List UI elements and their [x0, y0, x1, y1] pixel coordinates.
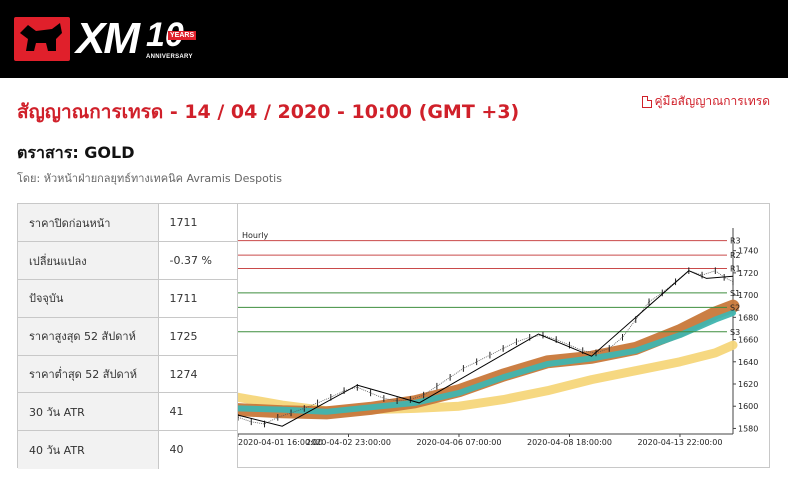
pdf-icon: [641, 95, 652, 108]
x-tick-label: 2020-04-13 22:00:00: [637, 438, 722, 447]
top-bar: XM 10 YEARS ANNIVERSARY: [0, 0, 788, 78]
stat-label: ราคาปิดก่อนหน้า: [18, 204, 159, 243]
level-label-s3: S3: [730, 328, 740, 337]
y-tick-label: 1600: [738, 402, 758, 411]
x-tick-label: 2020-04-06 07:00:00: [416, 438, 501, 447]
trading-signals-guide-link[interactable]: คู่มือสัญญาณการเทรด: [641, 92, 771, 111]
price-line: [238, 270, 734, 425]
stat-value: -0.37 %: [158, 241, 237, 281]
stat-value: 41: [158, 392, 237, 432]
table-row: 30 วัน ATR 41: [18, 392, 237, 432]
bull-icon: [14, 17, 70, 61]
y-tick-label: 1620: [738, 380, 758, 389]
author-byline: โดย: หัวหน้าฝ่ายกลยุทธ์ทางเทคนิค Avramis…: [17, 172, 282, 185]
anniversary-years: YEARS: [168, 31, 197, 40]
band-orange: [238, 299, 740, 420]
level-label-s1: S1: [730, 289, 740, 298]
y-tick-label: 1640: [738, 358, 758, 367]
y-tick-label: 1680: [738, 313, 758, 322]
table-row: เปลี่ยนแปลง -0.37 %: [18, 241, 237, 281]
xm-logo[interactable]: XM 10 YEARS ANNIVERSARY: [14, 14, 202, 64]
anniversary-badge: 10 YEARS ANNIVERSARY: [146, 17, 202, 61]
stat-value: 1711: [158, 204, 237, 243]
zigzag-line: [238, 270, 734, 427]
chart-timeframe-label: Hourly: [242, 231, 268, 240]
signal-panel: ราคาปิดก่อนหน้า 1711 เปลี่ยนแปลง -0.37 % ป…: [17, 203, 770, 469]
y-tick-label: 1740: [738, 247, 758, 256]
anniversary-text: ANNIVERSARY: [146, 54, 193, 60]
chart-svg: Hourly 1580 1600 1620 1640 1660 1680 1700 1720 17…: [238, 228, 758, 447]
y-tick-label: 1580: [738, 424, 758, 433]
x-tick-label: 2020-04-02 23:00:00: [306, 438, 391, 447]
table-row: ปัจจุบัน 1711: [18, 279, 237, 318]
stat-value: 40: [158, 430, 237, 469]
band-teal: [238, 309, 736, 415]
stat-value: 1725: [158, 317, 237, 356]
level-label-r3: R3: [730, 237, 741, 246]
table-row: ราคาปิดก่อนหน้า 1711: [18, 204, 237, 243]
level-label-r1: R1: [730, 264, 741, 273]
y-tick-label: 1700: [738, 291, 758, 300]
x-tick-label: 2020-04-01 16:00:00: [238, 438, 323, 447]
y-tick-label: 1720: [738, 269, 758, 278]
stat-label: 30 วัน ATR: [18, 392, 159, 432]
y-tick-label: 1660: [738, 336, 758, 345]
stat-label: 40 วัน ATR: [18, 430, 159, 469]
brand-name: XM: [76, 14, 140, 63]
level-label-r2: R2: [730, 251, 741, 260]
table-row: 40 วัน ATR 40: [18, 430, 237, 469]
guide-link-label: คู่มือสัญญาณการเทรด: [654, 94, 771, 108]
stat-value: 1274: [158, 355, 237, 394]
instrument-label: ตราสาร: GOLD: [17, 143, 135, 162]
stat-label: ราคาต่ำสุด 52 สัปดาห์: [18, 355, 159, 394]
page-title: สัญญาณการเทรด - 14 / 04 / 2020 - 10:00 (…: [17, 101, 520, 123]
stat-value: 1711: [158, 279, 237, 318]
stat-label: ปัจจุบัน: [18, 279, 159, 318]
stat-label: เปลี่ยนแปลง: [18, 241, 159, 281]
table-row: ราคาต่ำสุด 52 สัปดาห์ 1274: [18, 355, 237, 394]
level-label-s2: S2: [730, 303, 740, 312]
price-chart: Hourly 1580 1600 1620 1640 1660 1680 1700 1720 17…: [237, 204, 769, 467]
stat-label: ราคาสูงสุด 52 สัปดาห์: [18, 317, 159, 356]
x-tick-label: 2020-04-08 18:00:00: [527, 438, 612, 447]
table-row: ราคาสูงสุด 52 สัปดาห์ 1725: [18, 317, 237, 356]
stats-table: ราคาปิดก่อนหน้า 1711 เปลี่ยนแปลง -0.37 % ป…: [18, 204, 237, 469]
